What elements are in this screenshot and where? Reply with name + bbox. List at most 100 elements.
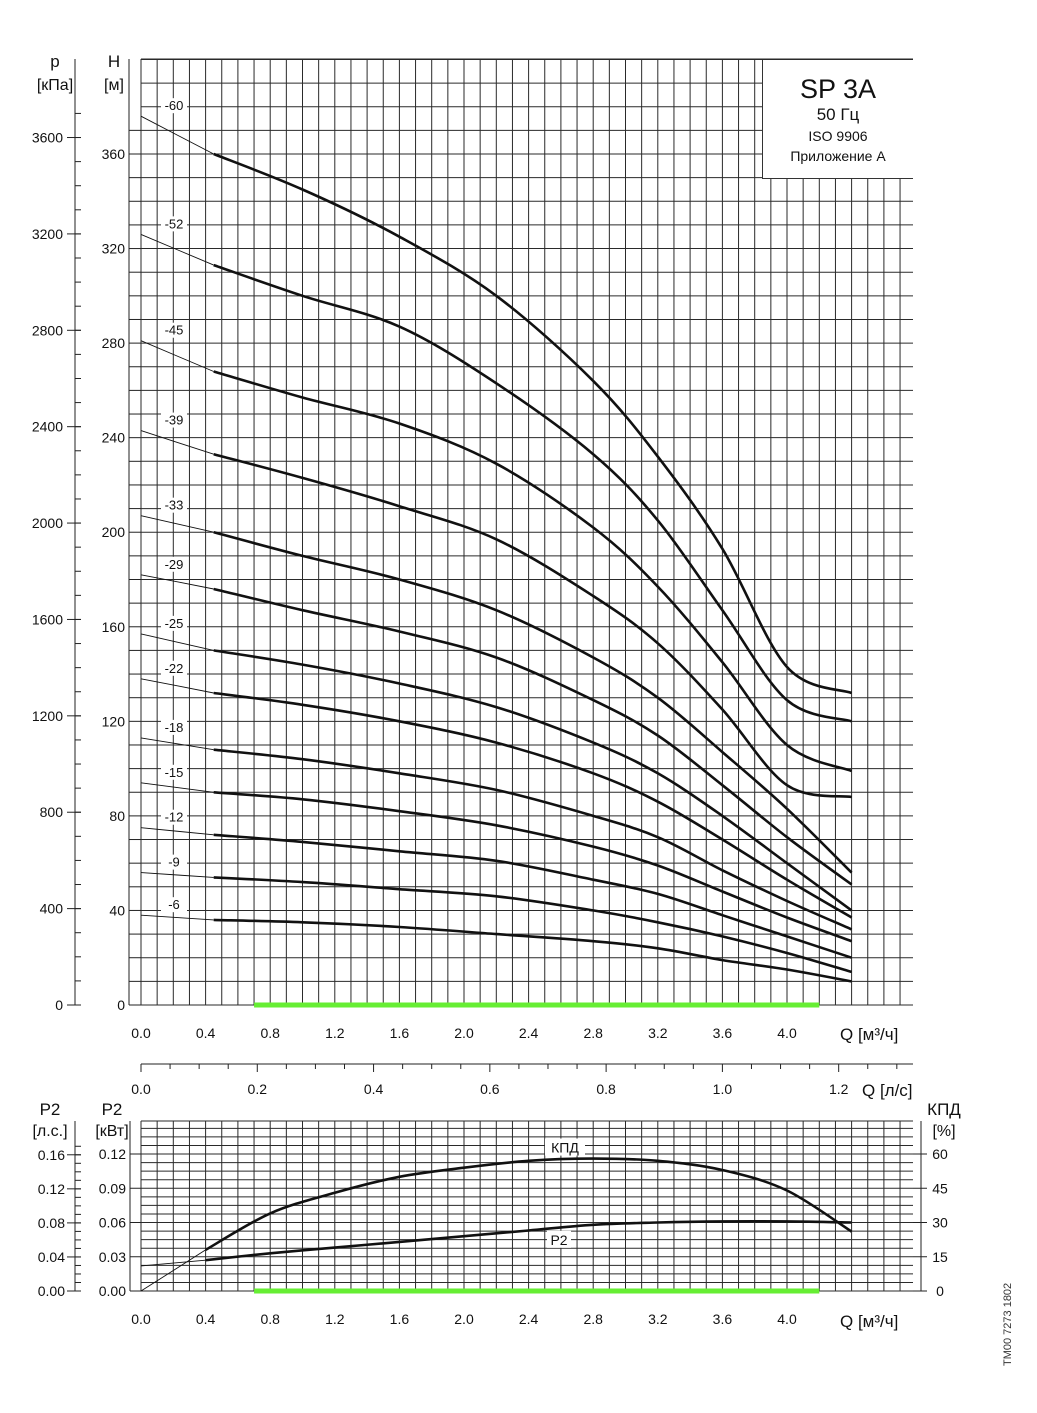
head-tick-label: 80 xyxy=(109,808,125,824)
qh-curve-extension xyxy=(140,515,214,533)
chart-curves: -60 -52 -45 -39 -33 -29 -25 -22 -18 -15 -12 -9 -6 КПД… xyxy=(140,98,853,1294)
head-tick-label: 280 xyxy=(102,335,126,351)
flow-tick-label: 3.2 xyxy=(648,1025,668,1041)
flow-tick-label-bottom: 0.4 xyxy=(196,1311,216,1327)
qh-curve-extension xyxy=(140,782,214,793)
head-tick-label: 160 xyxy=(102,619,126,635)
flow-tick-label-bottom: 4.0 xyxy=(777,1311,797,1327)
flow-tick-label: 2.4 xyxy=(519,1025,539,1041)
qh-curve-extension xyxy=(140,914,214,921)
efficiency-label-bg xyxy=(545,1138,585,1156)
qh-curve-label: -52 xyxy=(165,216,184,231)
pressure-tick-label: 0 xyxy=(55,997,63,1013)
flow-tick-label: 2.0 xyxy=(454,1025,474,1041)
p2-hp-tick-label: 0.08 xyxy=(38,1215,65,1231)
qh-curve xyxy=(213,370,853,773)
p2-label-bg xyxy=(547,1230,571,1248)
qh-curve xyxy=(213,152,853,695)
p2-kw-tick-label: 0.09 xyxy=(99,1180,126,1196)
p2-hp-axis-label: P2 xyxy=(40,1100,61,1119)
flow-axis-label-ls: Q [л/с] xyxy=(862,1081,913,1100)
p2-kw-axis-unit: [кВт] xyxy=(95,1123,128,1140)
qh-curve-extension xyxy=(140,827,214,836)
efficiency-tick-label: 30 xyxy=(932,1215,948,1231)
qh-curve xyxy=(213,263,852,723)
p2-hp-tick-label: 0.16 xyxy=(38,1147,65,1163)
qh-curve xyxy=(213,587,853,886)
flow-ls-tick-label: 1.2 xyxy=(829,1081,849,1097)
qh-label-bg xyxy=(161,412,187,428)
flow-tick-label: 1.2 xyxy=(325,1025,345,1041)
p2-kw-tick-label: 0.06 xyxy=(99,1215,126,1231)
head-tick-label: 320 xyxy=(102,241,126,257)
pressure-tick-label: 1600 xyxy=(32,611,63,627)
flow-tick-label: 1.6 xyxy=(390,1025,410,1041)
p2-kw-axis-label: P2 xyxy=(102,1100,123,1119)
head-tick-label: 120 xyxy=(102,713,126,729)
head-axis-label: H xyxy=(108,52,120,71)
head-tick-label: 240 xyxy=(102,430,126,446)
head-tick-label: 200 xyxy=(102,524,126,540)
efficiency-tick-label: 0 xyxy=(936,1283,944,1299)
flow-tick-label: 3.6 xyxy=(713,1025,733,1041)
flow-ls-tick-label: 0.8 xyxy=(596,1081,616,1097)
qh-curve-label: -39 xyxy=(165,413,184,428)
pressure-tick-label: 1200 xyxy=(32,708,63,724)
qh-curve xyxy=(213,530,853,874)
flow-tick-label: 0.4 xyxy=(196,1025,216,1041)
pump-model: SP 3A xyxy=(799,74,877,104)
qh-curve-extension xyxy=(140,678,214,694)
tick-labels: 0400800120016002000240028003200360004080… xyxy=(32,130,948,1327)
qh-curve xyxy=(213,876,852,974)
flow-tick-label-bottom: 2.4 xyxy=(519,1311,539,1327)
qh-curve-extension xyxy=(140,233,214,266)
flow-axis-label-m3h: Q [м³/ч] xyxy=(840,1025,898,1044)
qh-curve-extension xyxy=(140,115,214,155)
qh-curve-extension xyxy=(140,872,214,878)
flow-tick-label: 0.8 xyxy=(260,1025,280,1041)
qh-curve xyxy=(213,748,853,931)
pressure-tick-label: 2400 xyxy=(32,419,63,435)
flow-tick-label: 0.0 xyxy=(131,1025,151,1041)
qh-curve xyxy=(213,918,852,983)
p2-kw-tick-label: 0.00 xyxy=(99,1283,126,1299)
qh-curve xyxy=(213,791,853,943)
qh-curve-label: -18 xyxy=(165,720,184,735)
chart-title-box: SP 3A 50 Гц ISO 9906 Приложение A xyxy=(762,60,913,179)
head-axis-unit: [м] xyxy=(104,77,124,94)
pressure-axis-unit: [кПа] xyxy=(37,77,73,94)
pressure-tick-label: 3200 xyxy=(32,226,63,242)
flow-axis-label-bottom: Q [м³/ч] xyxy=(840,1312,898,1331)
pressure-axis-label: p xyxy=(50,52,59,71)
frequency-label: 50 Гц xyxy=(816,105,860,124)
pressure-tick-label: 3600 xyxy=(32,130,63,146)
qh-curve-extension xyxy=(140,737,214,751)
head-chart-grid xyxy=(140,58,913,1006)
head-tick-label: 0 xyxy=(117,997,125,1013)
p2-curve-extension xyxy=(140,1259,206,1267)
flow-tick-label-bottom: 2.0 xyxy=(454,1311,474,1327)
efficiency-curve xyxy=(204,1157,853,1252)
flow-tick-label: 4.0 xyxy=(777,1025,797,1041)
p2-kw-tick-label: 0.03 xyxy=(99,1249,126,1265)
qh-curve-label: -60 xyxy=(165,98,184,113)
qh-curve-label: -29 xyxy=(165,557,184,572)
flow-tick-label-bottom: 0.0 xyxy=(131,1311,151,1327)
qh-label-bg xyxy=(161,216,187,232)
qh-curve-extension xyxy=(140,574,214,590)
flow-ls-tick-label: 0.6 xyxy=(480,1081,500,1097)
qh-label-bg xyxy=(161,854,187,870)
qh-label-bg xyxy=(161,809,187,825)
efficiency-axis-unit: [%] xyxy=(932,1123,955,1140)
p2-kw-tick-label: 0.12 xyxy=(99,1146,126,1162)
qh-curve-extension xyxy=(140,633,214,651)
qh-label-bg xyxy=(161,719,187,735)
p2-hp-tick-label: 0.12 xyxy=(38,1181,65,1197)
p2-hp-axis-unit: [л.с.] xyxy=(32,1123,67,1140)
efficiency-curve-extension xyxy=(140,1249,206,1292)
annex-label: Приложение A xyxy=(790,148,886,164)
flow-tick-label-bottom: 3.6 xyxy=(713,1311,733,1327)
p2-curve-label: P2 xyxy=(550,1232,567,1248)
qh-curve-extension xyxy=(140,430,214,455)
